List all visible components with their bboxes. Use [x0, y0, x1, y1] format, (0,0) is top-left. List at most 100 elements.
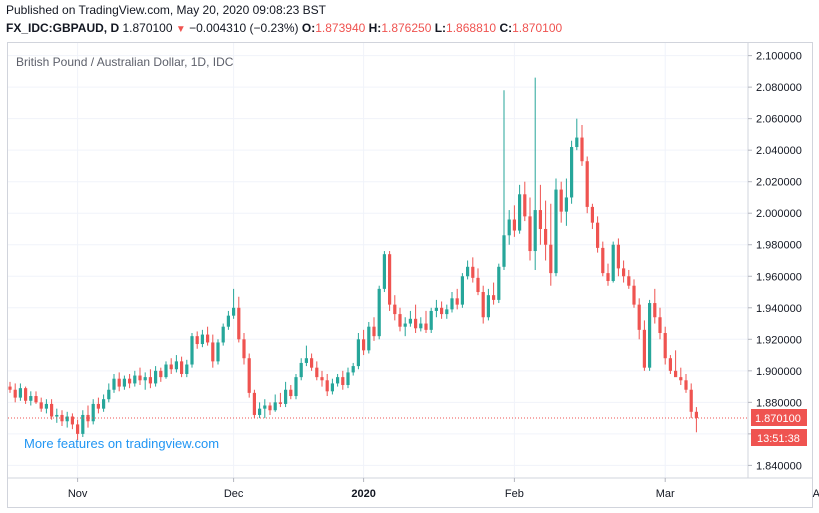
- candle: [320, 370, 324, 387]
- candle: [39, 397, 43, 412]
- candle: [55, 408, 59, 423]
- candle-body: [559, 189, 563, 212]
- candle-body: [112, 378, 116, 390]
- candle: [138, 367, 142, 386]
- candle-body: [627, 276, 631, 286]
- candle-body: [336, 377, 340, 384]
- candle: [590, 203, 594, 229]
- x-tick-label: Apr: [813, 488, 819, 500]
- candle-body: [419, 323, 423, 329]
- candle: [388, 251, 392, 311]
- promo-link[interactable]: More features on tradingview.com: [24, 436, 219, 451]
- candle: [164, 361, 168, 379]
- candle: [34, 391, 38, 404]
- candle: [206, 326, 210, 346]
- candle: [408, 310, 412, 327]
- candle-body: [622, 268, 626, 277]
- candle: [211, 334, 215, 368]
- candle-body: [544, 228, 548, 245]
- candle: [403, 317, 407, 337]
- candle: [65, 411, 69, 428]
- candle-body: [102, 399, 106, 409]
- candle: [627, 269, 631, 289]
- candle-body: [148, 377, 152, 384]
- candle: [653, 288, 657, 324]
- candle: [450, 292, 454, 313]
- open-value: 1.873940: [315, 21, 366, 35]
- candle: [237, 296, 241, 343]
- candle: [232, 288, 236, 319]
- candle-body: [502, 235, 506, 267]
- candle: [549, 203, 553, 286]
- candle: [382, 251, 386, 293]
- candle: [294, 373, 298, 400]
- candle-body: [39, 402, 43, 409]
- candle: [70, 413, 74, 430]
- candle: [367, 321, 371, 354]
- y-tick-label: 2.080000: [756, 82, 802, 94]
- candle: [8, 381, 12, 393]
- candle: [304, 345, 308, 367]
- candle: [102, 394, 106, 412]
- candle: [642, 320, 646, 371]
- candle-body: [497, 266, 501, 300]
- candle-body: [76, 424, 80, 434]
- candle-body: [8, 386, 12, 390]
- candle: [668, 355, 672, 374]
- candle-body: [320, 377, 324, 381]
- candle-body: [310, 358, 314, 368]
- candle-body: [492, 295, 496, 300]
- candle: [689, 383, 693, 419]
- candle: [559, 181, 563, 223]
- candle: [533, 77, 537, 270]
- low-value: 1.868810: [446, 21, 497, 35]
- price-tag-box: [751, 409, 807, 426]
- candle-body: [372, 326, 376, 337]
- candle: [564, 178, 568, 226]
- y-tick-label: 1.980000: [756, 240, 802, 252]
- candle: [29, 391, 33, 406]
- candle-body: [180, 361, 184, 374]
- candle: [44, 399, 48, 414]
- candle: [611, 241, 615, 283]
- candles: [8, 77, 698, 441]
- candle-body: [601, 247, 605, 274]
- candle: [377, 285, 381, 340]
- candle: [107, 383, 111, 403]
- candle-body: [642, 329, 646, 368]
- down-arrow-icon: ▼: [175, 24, 186, 35]
- candle: [486, 288, 490, 321]
- candle: [419, 317, 423, 332]
- candle: [242, 333, 246, 365]
- candle: [637, 298, 641, 340]
- candle-body: [632, 285, 636, 305]
- y-tick-label: 1.880000: [756, 397, 802, 409]
- candle: [476, 268, 480, 296]
- candle-body: [138, 375, 142, 381]
- candle: [247, 353, 251, 398]
- candle-body: [528, 216, 532, 252]
- candle: [434, 299, 438, 318]
- candle-body: [164, 364, 168, 378]
- candle-body: [232, 307, 236, 316]
- candle-body: [606, 273, 610, 281]
- candle: [216, 339, 220, 365]
- candle: [492, 282, 496, 305]
- candle-body: [195, 336, 199, 345]
- candle: [674, 350, 678, 378]
- candle-body: [34, 396, 38, 403]
- candle-body: [330, 383, 334, 392]
- candle: [325, 373, 329, 397]
- candle-body: [273, 402, 277, 411]
- candle-body: [258, 408, 262, 415]
- candle: [481, 285, 485, 324]
- candle-body: [377, 288, 381, 337]
- candle: [440, 301, 444, 319]
- candle-body: [341, 377, 345, 386]
- close-label: C:: [499, 21, 513, 35]
- candle-body: [424, 323, 428, 330]
- candle-body: [24, 388, 28, 401]
- candle: [76, 419, 80, 441]
- candle: [289, 385, 293, 400]
